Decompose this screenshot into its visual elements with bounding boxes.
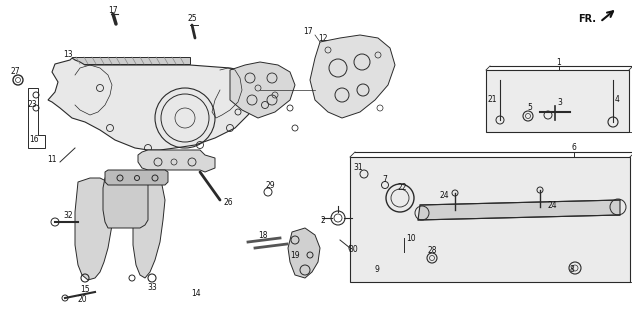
Text: 16: 16: [29, 135, 39, 144]
Text: 22: 22: [398, 183, 407, 192]
Text: 17: 17: [303, 27, 313, 36]
Text: 15: 15: [80, 285, 90, 294]
Polygon shape: [230, 62, 295, 118]
Polygon shape: [138, 150, 215, 172]
Polygon shape: [48, 58, 265, 150]
Text: 11: 11: [47, 155, 57, 164]
Bar: [72, 57, 190, 64]
Text: 26: 26: [223, 198, 233, 207]
FancyBboxPatch shape: [486, 70, 629, 132]
Text: 29: 29: [265, 181, 275, 190]
Text: 30: 30: [348, 245, 358, 254]
Text: 6: 6: [571, 143, 576, 152]
Text: 3: 3: [557, 98, 562, 107]
Text: 27: 27: [10, 67, 20, 76]
Text: 32: 32: [63, 211, 73, 220]
Text: 25: 25: [187, 14, 197, 23]
Text: 28: 28: [427, 246, 437, 255]
Polygon shape: [288, 228, 320, 278]
Text: 19: 19: [290, 251, 300, 260]
Text: 33: 33: [147, 283, 157, 292]
Text: 20: 20: [77, 295, 87, 304]
Polygon shape: [133, 175, 165, 278]
Text: 8: 8: [569, 265, 574, 274]
Text: 5: 5: [528, 103, 532, 112]
Text: 18: 18: [258, 231, 268, 240]
Text: 23: 23: [27, 100, 37, 109]
Text: 24: 24: [439, 191, 449, 200]
Text: 7: 7: [382, 175, 387, 184]
Text: 9: 9: [375, 265, 379, 274]
Text: 10: 10: [406, 234, 416, 243]
Text: 24: 24: [548, 201, 557, 210]
Polygon shape: [310, 35, 395, 118]
Text: 1: 1: [557, 58, 561, 67]
Text: FR.: FR.: [578, 14, 596, 24]
Text: 12: 12: [319, 34, 328, 43]
Text: 13: 13: [63, 50, 73, 59]
Polygon shape: [103, 175, 148, 228]
Polygon shape: [105, 170, 168, 185]
FancyBboxPatch shape: [350, 157, 630, 282]
Text: 2: 2: [320, 216, 325, 225]
Text: 4: 4: [615, 95, 620, 104]
Text: 31: 31: [353, 163, 363, 172]
Polygon shape: [418, 200, 620, 220]
Text: 21: 21: [487, 95, 497, 104]
Text: 14: 14: [191, 289, 201, 298]
Text: 17: 17: [108, 5, 118, 14]
Polygon shape: [75, 178, 115, 280]
